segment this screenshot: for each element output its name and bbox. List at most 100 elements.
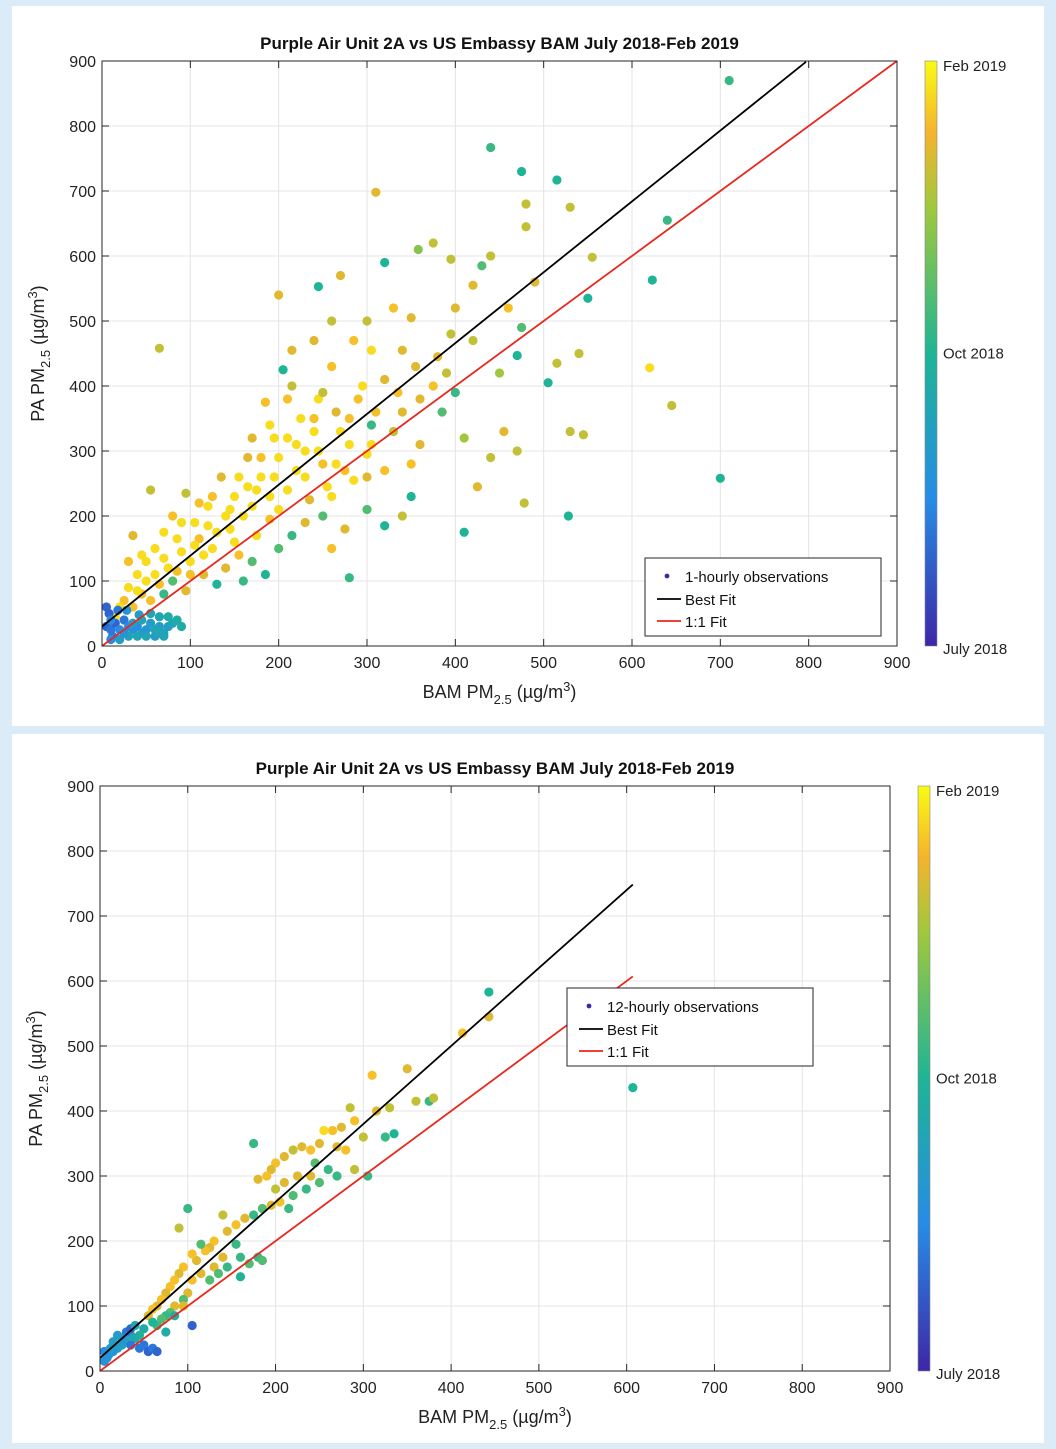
data-point [181,586,191,596]
data-point [406,313,416,323]
y-tick-label: 900 [67,779,94,796]
y-tick-label: 100 [67,1299,94,1316]
x-tick-label: 100 [174,1380,201,1397]
data-point [300,446,310,456]
x-tick-label: 500 [526,1380,553,1397]
data-point [249,1138,259,1149]
data-point [380,521,390,531]
chart-title: Purple Air Unit 2A vs US Embassy BAM Jul… [260,34,739,53]
data-point [148,1304,158,1314]
data-point [309,426,319,437]
x-tick-label: 100 [177,655,204,672]
data-point [205,1275,215,1285]
scatter-chart-12-hourly: 0 100 200 300 400 500 600 700 800 900 0 100 200 300 40… [23,759,1000,1432]
data-point [270,1184,281,1194]
x-axis-label: BAM PM2.5 (µg/m3) [423,679,577,707]
data-point [198,550,209,560]
data-point [196,1239,206,1249]
axis-label-main: PA PM [28,368,48,422]
data-point [141,631,151,641]
data-point [380,1132,390,1142]
data-point [459,433,469,443]
axis-label-unit: (µg/m [26,1024,46,1075]
axis-label-subscript: 2.5 [36,1075,51,1093]
x-tick-label: 400 [438,1380,465,1397]
colorbar-label-bottom: July 2018 [943,641,1007,658]
one-to-one-line [102,61,897,646]
x-tick-label: 0 [96,1380,105,1397]
axis-label-superscript: 3 [25,291,40,298]
data-point [446,329,456,339]
data-point [282,485,293,495]
data-point [543,378,553,388]
legend-entry-best-fit: Best Fit [685,592,737,609]
x-tick-label: 300 [350,1380,377,1397]
data-point [521,222,531,232]
y-tick-label: 300 [67,1169,94,1186]
data-point [282,394,293,404]
data-point [235,1272,246,1282]
data-point [231,1239,241,1249]
data-point [306,1145,316,1155]
axis-label-main: BAM PM [423,682,494,702]
data-point [150,569,160,580]
legend-entry-observations: 1-hourly observations [685,569,828,586]
data-point [332,1171,342,1181]
x-tick-label: 0 [98,655,107,672]
data-point [161,1327,171,1337]
data-point [212,527,222,537]
y-tick-label: 100 [69,574,96,591]
scatter-chart-hourly: 0 100 200 300 400 500 600 700 800 900 0 100 200 300 40… [25,34,1007,707]
x-tick-label: 900 [884,655,911,672]
data-point [486,251,496,261]
data-point [207,491,218,502]
data-point [318,459,328,469]
data-point [154,343,165,353]
data-point [274,452,284,463]
data-point [279,1151,289,1162]
data-point [159,589,169,599]
data-point [345,1103,355,1113]
legend-marker-observations [586,1003,592,1009]
y-tick-label: 400 [69,379,96,396]
data-point [260,397,271,407]
data-point [574,348,584,359]
data-point [115,634,125,645]
axis-label-main: BAM PM [418,1407,489,1427]
axis-label-subscript: 2.5 [38,350,53,368]
y-tick-label: 600 [69,249,96,266]
data-point [256,472,266,482]
y-tick-label: 900 [69,54,96,71]
y-axis-label: PA PM2.5 (µg/m3) [25,285,53,421]
data-point [262,1171,272,1181]
data-point [563,511,574,521]
data-point [468,280,478,290]
colorbar: Feb 2019 Oct 2018 July 2018 [917,783,1000,1383]
data-point [141,625,151,635]
data-point [145,595,156,606]
colorbar-gradient [917,785,931,1372]
data-point [662,215,672,225]
data-point [190,517,200,528]
data-point [300,472,310,482]
legend-box [566,987,814,1067]
data-point [163,612,173,622]
x-tick-label: 200 [262,1380,289,1397]
data-point [484,987,494,997]
chart-title: Purple Air Unit 2A vs US Embassy BAM Jul… [256,759,735,778]
data-point [221,511,231,521]
data-point [291,439,301,450]
data-point [221,563,231,573]
data-point [344,413,354,424]
chart-panel-bottom: 0 100 200 300 400 500 600 700 800 900 0 100 200 300 40… [12,734,1044,1443]
fit-lines [100,883,634,1371]
data-point [287,530,297,541]
data-point [331,407,341,417]
data-point [108,1337,118,1347]
data-point [366,345,377,355]
y-tick-label: 700 [69,184,96,201]
data-point [207,543,218,554]
data-point [628,1083,638,1093]
data-point [724,75,734,86]
data-point [301,1184,311,1194]
